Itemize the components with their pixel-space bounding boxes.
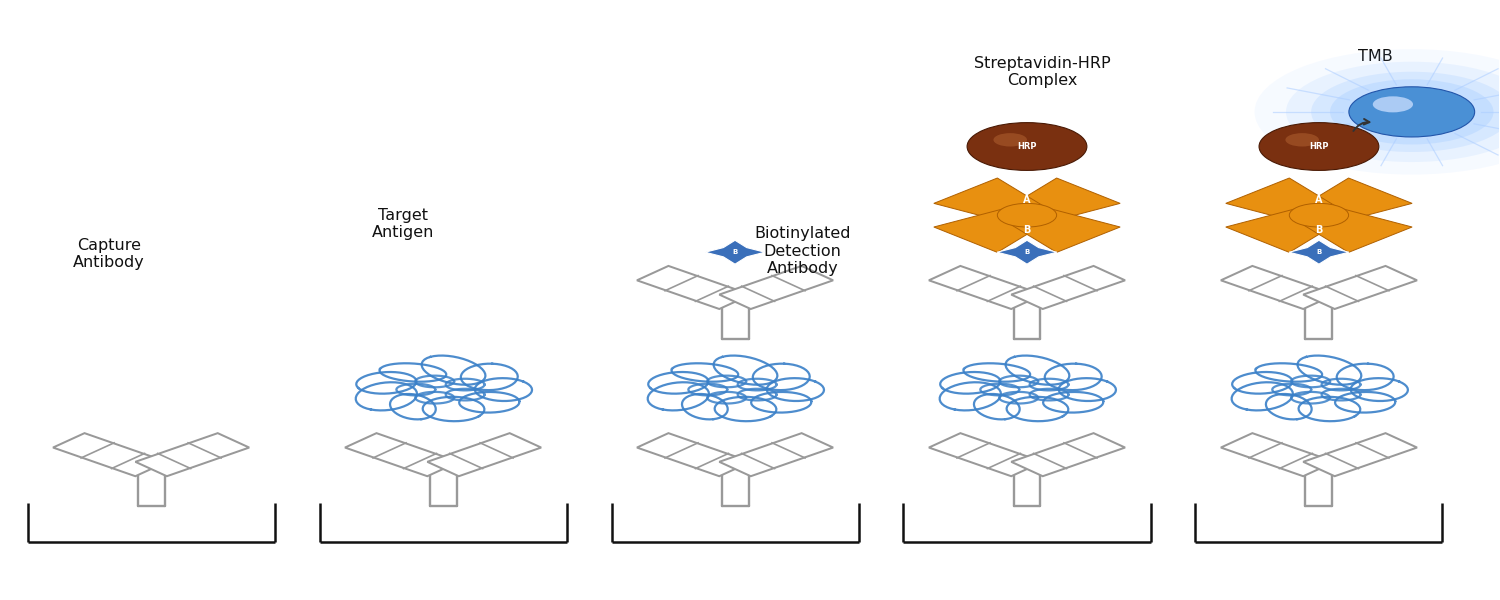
Polygon shape <box>928 433 1042 476</box>
Polygon shape <box>1011 433 1125 476</box>
Polygon shape <box>1226 208 1338 253</box>
Circle shape <box>1330 79 1494 145</box>
Polygon shape <box>720 433 833 476</box>
Polygon shape <box>135 433 249 476</box>
Polygon shape <box>427 433 542 476</box>
Text: B: B <box>1316 225 1323 235</box>
Text: B: B <box>1317 249 1322 255</box>
Polygon shape <box>1221 433 1335 476</box>
Polygon shape <box>1304 433 1418 476</box>
Text: B: B <box>1023 225 1031 235</box>
Text: HRP: HRP <box>1310 142 1329 151</box>
Polygon shape <box>934 208 1046 253</box>
Circle shape <box>1290 203 1348 227</box>
Circle shape <box>1254 49 1500 175</box>
Text: HRP: HRP <box>1017 142 1036 151</box>
Text: A: A <box>1316 195 1323 205</box>
Polygon shape <box>705 240 765 264</box>
Polygon shape <box>934 178 1046 223</box>
Polygon shape <box>345 433 459 476</box>
Text: Capture
Antibody: Capture Antibody <box>74 238 146 270</box>
Circle shape <box>1372 97 1413 112</box>
Circle shape <box>1348 87 1474 137</box>
Polygon shape <box>1300 178 1412 223</box>
Polygon shape <box>998 240 1058 264</box>
Polygon shape <box>1008 208 1120 253</box>
Polygon shape <box>638 266 752 309</box>
Text: Streptavidin-HRP
Complex: Streptavidin-HRP Complex <box>974 56 1110 88</box>
Polygon shape <box>1288 240 1348 264</box>
Circle shape <box>1311 72 1500 152</box>
Polygon shape <box>1011 266 1125 309</box>
Text: Biotinylated
Detection
Antibody: Biotinylated Detection Antibody <box>754 226 850 276</box>
Circle shape <box>998 203 1056 227</box>
Text: B: B <box>1024 249 1029 255</box>
Circle shape <box>993 133 1028 146</box>
Polygon shape <box>1008 178 1120 223</box>
Polygon shape <box>928 266 1042 309</box>
Circle shape <box>1286 133 1318 146</box>
Polygon shape <box>1304 266 1418 309</box>
Text: TMB: TMB <box>1359 49 1394 64</box>
Polygon shape <box>1300 208 1412 253</box>
Circle shape <box>968 122 1088 170</box>
Text: Target
Antigen: Target Antigen <box>372 208 434 240</box>
Polygon shape <box>638 433 752 476</box>
Polygon shape <box>1221 266 1335 309</box>
Circle shape <box>1258 122 1378 170</box>
Circle shape <box>1286 62 1500 162</box>
Text: B: B <box>732 249 738 255</box>
Polygon shape <box>53 433 166 476</box>
Text: A: A <box>1023 195 1031 205</box>
Polygon shape <box>720 266 833 309</box>
Polygon shape <box>1226 178 1338 223</box>
